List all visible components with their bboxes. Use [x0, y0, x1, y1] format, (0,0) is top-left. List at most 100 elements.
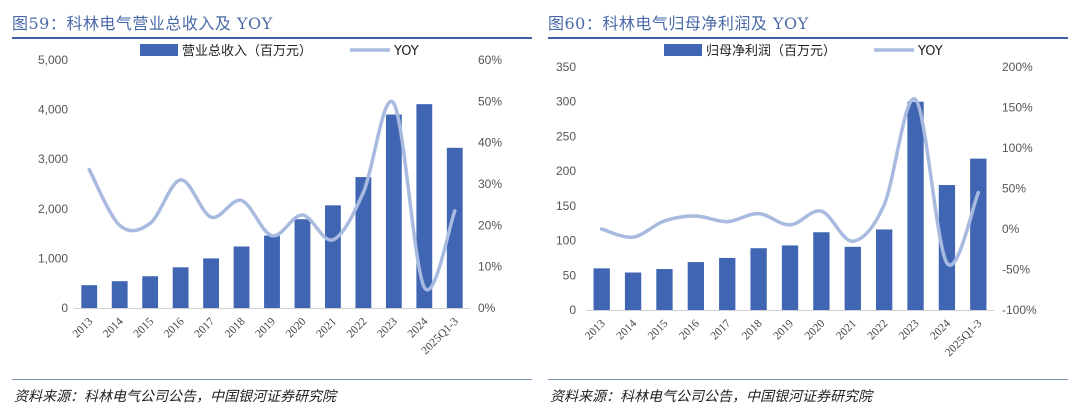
revenue-chart: 0 1,000 2,000 3,000 4,000 5,000 0% 10% 20% 30% 40%…: [38, 44, 502, 357]
y-left-tick-label: 50: [563, 268, 577, 282]
legend-bar-label: 营业总收入（百万元）: [182, 44, 312, 59]
bar-2015: [656, 269, 673, 310]
x-tick-label: 2018: [740, 317, 765, 342]
yoy-series-line: [599, 97, 981, 267]
y-right-tick-label: 20%: [478, 218, 502, 232]
y-left-tick-label: 3,000: [38, 152, 68, 166]
source-divider: [548, 379, 1068, 380]
legend-bar-swatch: [140, 44, 178, 56]
y-right-tick-label: 50%: [478, 94, 502, 108]
y-right-tick-label: 10%: [478, 260, 502, 274]
y-right-tick-label: 30%: [478, 177, 502, 191]
yoy-point-2020: [300, 213, 305, 217]
y-left-tick-label: 300: [556, 95, 576, 109]
x-tick-label: 2023: [897, 317, 922, 342]
y-right-tick-label: -50%: [1002, 263, 1030, 277]
yoy-point-2013: [87, 167, 91, 172]
bar-2014: [111, 281, 128, 308]
legend-line-label: YOY: [917, 44, 943, 59]
x-tick-label: 2022: [345, 315, 370, 340]
chart-panel-revenue: 图59：科林电气营业总收入及 YOY 0 1,000 2,000 3,000 4,000…: [12, 0, 532, 411]
x-tick-label: 2023: [375, 315, 400, 340]
x-tick-label: 2015: [646, 317, 671, 342]
yoy-point-2020: [819, 209, 823, 213]
x-tick-label: 2022: [866, 317, 891, 342]
yoy-point-2016: [179, 178, 183, 182]
x-tick-label: 2017: [709, 317, 734, 342]
source-note: 资料来源：科林电气公司公告，中国银河证券研究院: [550, 389, 872, 405]
x-tick-label: 2020: [803, 317, 828, 342]
y-left-tick-label: 0: [569, 303, 576, 317]
bar-2018: [233, 246, 250, 308]
x-tick-label: 2014: [101, 315, 126, 340]
y-right-tick-label: 0%: [1002, 222, 1020, 236]
bar-2020: [294, 219, 311, 308]
bar-2016: [687, 262, 705, 310]
source-note: 资料来源：科林电气公司公告，中国银河证券研究院: [14, 389, 336, 405]
x-tick-label: 2024: [406, 315, 431, 340]
bar-2025Q1-3: [446, 147, 463, 308]
bar-2023: [907, 101, 924, 310]
y-right-tick-label: 150%: [1002, 101, 1033, 115]
title-divider: [12, 37, 532, 39]
x-tick-label: 2018: [223, 315, 248, 340]
y-left-tick-label: 200: [556, 164, 576, 178]
yoy-point-2016: [694, 214, 698, 218]
yoy-point-2019: [270, 234, 274, 238]
bar-2019: [264, 235, 280, 308]
bar-2017: [203, 258, 219, 308]
y-left-tick-label: 4,000: [38, 103, 68, 117]
bar-2022: [355, 177, 372, 308]
y-left-tick-label: 150: [556, 199, 576, 213]
source-divider: [12, 379, 532, 380]
bar-2013: [593, 268, 610, 310]
chart-panel-net-profit: 图60：科林电气归母净利润及 YOY 0 50 100 150 200 250 300 350…: [548, 0, 1068, 411]
bar-2014: [624, 272, 642, 310]
x-tick-label: 2014: [614, 317, 639, 342]
bar-2017: [719, 257, 736, 310]
title-divider: [548, 37, 1068, 39]
yoy-point-2021: [851, 239, 855, 243]
x-tick-label: 2016: [162, 315, 187, 340]
legend-bar-label: 归母净利润（百万元）: [706, 44, 836, 59]
bar-2020: [813, 232, 830, 310]
bar-2019: [781, 245, 799, 310]
y-right-tick-label: 0%: [478, 301, 496, 315]
chart-title: 图59：科林电气营业总收入及 YOY: [12, 14, 273, 33]
bar-2018: [750, 248, 767, 310]
yoy-point-2017: [725, 220, 729, 224]
x-tick-label: 2019: [253, 315, 278, 340]
yoy-point-2015: [662, 219, 667, 223]
yoy-point-2018: [239, 198, 244, 203]
yoy-point-2013: [600, 227, 604, 231]
bar-2021: [325, 205, 341, 308]
x-tick-label: 2017: [192, 315, 217, 340]
y-right-tick-label: 200%: [1002, 60, 1033, 74]
bar-2021: [844, 246, 861, 310]
x-tick-label: 2013: [583, 317, 608, 342]
y-right-tick-label: 50%: [1002, 182, 1026, 196]
bar-2016: [172, 267, 189, 308]
yoy-point-2025Q1-3: [453, 209, 457, 213]
yoy-point-2025Q1-3: [976, 190, 980, 195]
bar-2024: [416, 104, 433, 308]
x-tick-label: 2021: [834, 317, 859, 342]
x-tick-label: 2015: [132, 315, 157, 340]
chart-title: 图60：科林电气归母净利润及 YOY: [548, 14, 809, 33]
bar-2024: [938, 185, 956, 310]
yoy-point-2021: [331, 238, 335, 242]
x-tick-label: 2019: [771, 317, 796, 342]
bar-2022: [875, 229, 893, 310]
y-left-tick-label: 1,000: [38, 251, 68, 265]
yoy-point-2024: [945, 261, 949, 265]
bar-2015: [142, 276, 159, 308]
yoy-point-2024: [422, 285, 426, 289]
yoy-point-2017: [209, 215, 213, 219]
bar-2023: [385, 114, 402, 308]
x-tick-label: 2021: [314, 315, 339, 340]
y-right-tick-label: -100%: [1002, 303, 1037, 317]
x-tick-label: 2013: [71, 315, 96, 340]
y-right-tick-label: 60%: [478, 53, 502, 67]
y-left-tick-label: 100: [556, 234, 576, 248]
bar-2025Q1-3: [970, 158, 987, 310]
